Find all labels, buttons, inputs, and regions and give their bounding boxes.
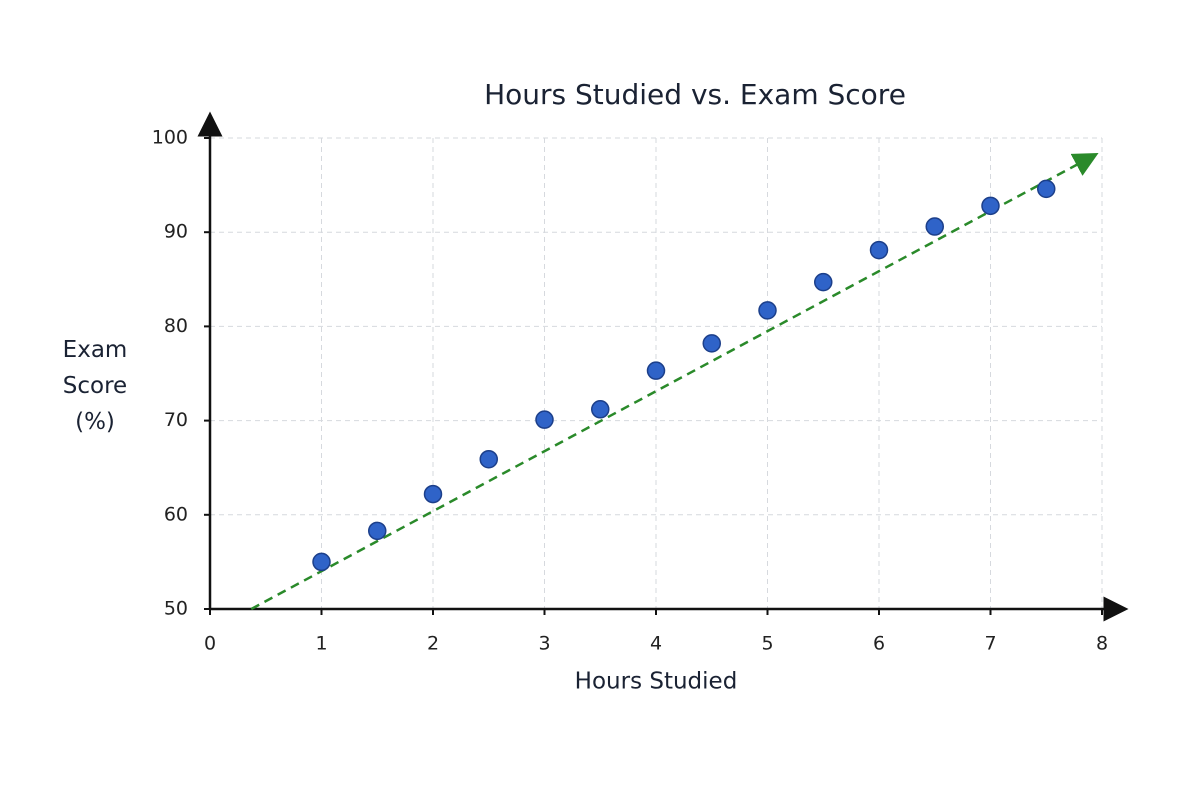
data-point: [368, 521, 387, 541]
data-point: [646, 361, 666, 380]
y-tick-label: 70: [164, 409, 188, 431]
x-tick-label: 3: [538, 633, 550, 655]
plot-card: [30, 50, 1140, 725]
data-point: [1037, 179, 1056, 199]
data-point: [925, 217, 944, 236]
data-point: [814, 272, 833, 292]
data-point: [758, 301, 777, 320]
data-point: [423, 484, 443, 504]
y-tick-label: 60: [164, 503, 188, 525]
x-tick-label: 2: [427, 633, 439, 655]
data-point: [312, 552, 331, 572]
y-tick-label: 90: [164, 221, 188, 243]
x-tick-label: 6: [873, 633, 885, 655]
x-axis-title: Hours Studied: [575, 669, 738, 695]
data-point: [981, 196, 1000, 216]
data-point: [869, 240, 889, 260]
x-tick-label: 7: [984, 633, 996, 655]
data-point: [479, 449, 498, 469]
x-tick-label: 0: [204, 633, 216, 655]
chart-title: Hours Studied vs. Exam Score: [484, 78, 906, 111]
x-tick-label: 4: [650, 633, 662, 655]
y-tick-label: 80: [164, 315, 188, 337]
x-tick-label: 1: [315, 633, 327, 655]
data-point: [702, 334, 721, 353]
y-tick-label: 100: [152, 127, 188, 149]
x-tick-label: 5: [761, 633, 773, 655]
trend-line: [250, 153, 1099, 611]
data-point: [535, 410, 554, 429]
data-point: [591, 400, 610, 419]
y-tick-label: 50: [164, 598, 188, 620]
x-tick-label: 8: [1096, 633, 1108, 655]
y-axis-title: Exam Score (%): [62, 337, 128, 435]
